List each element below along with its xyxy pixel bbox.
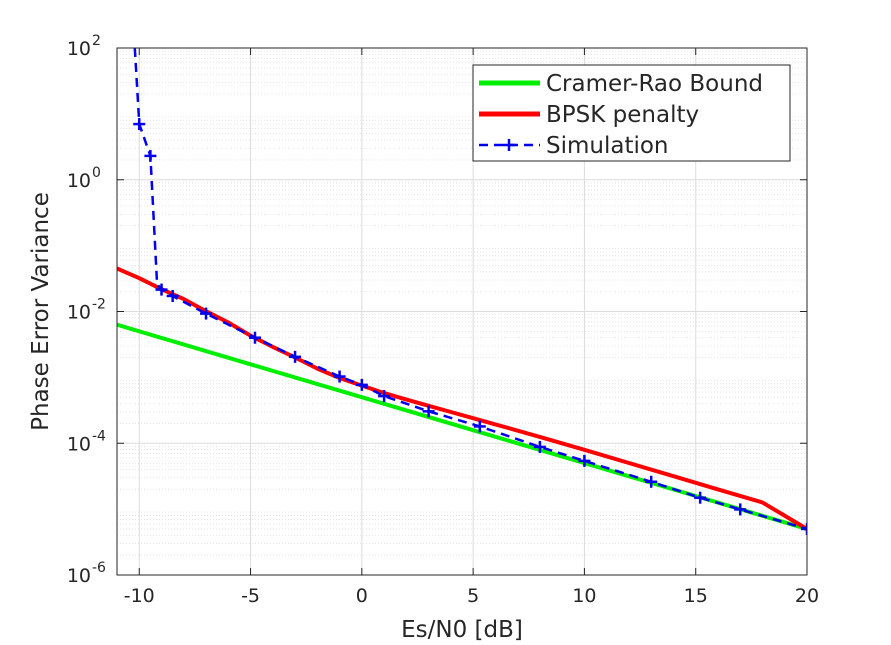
plus-marker <box>133 118 146 131</box>
plus-marker <box>249 331 261 344</box>
plus-marker <box>144 149 157 162</box>
x-tick-label: 5 <box>467 585 479 607</box>
y-axis-label: Phase Error Variance <box>28 192 54 431</box>
x-axis-label: Es/N0 [dB] <box>401 617 523 643</box>
plus-marker <box>200 307 213 320</box>
y-tick-exponent: -2 <box>92 297 106 313</box>
legend-entry-simulation: Simulation <box>479 133 669 159</box>
legend-label-simulation: Simulation <box>546 133 669 159</box>
plus-marker <box>578 454 591 467</box>
legend-label-bpsk-penalty: BPSK penalty <box>546 102 699 128</box>
plus-marker <box>503 139 515 151</box>
x-tick-label: -5 <box>241 585 260 607</box>
x-tick-label: 20 <box>795 585 819 607</box>
legend-entry-bpsk-penalty: BPSK penalty <box>479 102 699 128</box>
legend-entry-cramer-rao-bound: Cramer-Rao Bound <box>479 71 763 97</box>
plot-series <box>117 48 807 535</box>
plus-marker <box>422 405 435 418</box>
y-tick-label: 10 <box>67 433 91 455</box>
plus-marker <box>734 503 747 516</box>
y-tick-label: 10 <box>67 170 91 192</box>
y-tick-exponent: -6 <box>92 560 106 576</box>
plus-marker <box>155 283 168 296</box>
x-tick-label: -10 <box>124 585 155 607</box>
legend: Cramer-Rao Bound BPSK penalty Simulation <box>472 64 791 162</box>
plus-marker <box>289 350 302 363</box>
y-tick-label: 10 <box>67 302 91 324</box>
plus-marker <box>694 491 707 504</box>
y-tick-label: 10 <box>67 565 91 587</box>
legend-label-cramer-rao-bound: Cramer-Rao Bound <box>546 71 763 97</box>
plus-marker <box>645 475 658 488</box>
series-line-cramer-rao-bound <box>117 322 807 531</box>
plus-marker <box>166 289 179 302</box>
y-tick-label: 10 <box>67 38 91 60</box>
plus-marker <box>355 378 368 391</box>
y-tick-exponent: -4 <box>92 428 106 444</box>
y-tick-exponent: 0 <box>92 165 101 181</box>
x-tick-label: 0 <box>356 585 368 607</box>
plus-marker <box>801 522 807 535</box>
plus-marker <box>378 390 391 403</box>
plus-marker <box>533 440 546 453</box>
x-tick-label: 15 <box>684 585 708 607</box>
plus-marker <box>473 420 486 433</box>
y-tick-exponent: 2 <box>92 33 101 49</box>
grid <box>117 47 808 576</box>
series-line-simulation <box>133 48 807 531</box>
x-tick-label: 10 <box>572 585 596 607</box>
plus-marker <box>333 370 346 383</box>
